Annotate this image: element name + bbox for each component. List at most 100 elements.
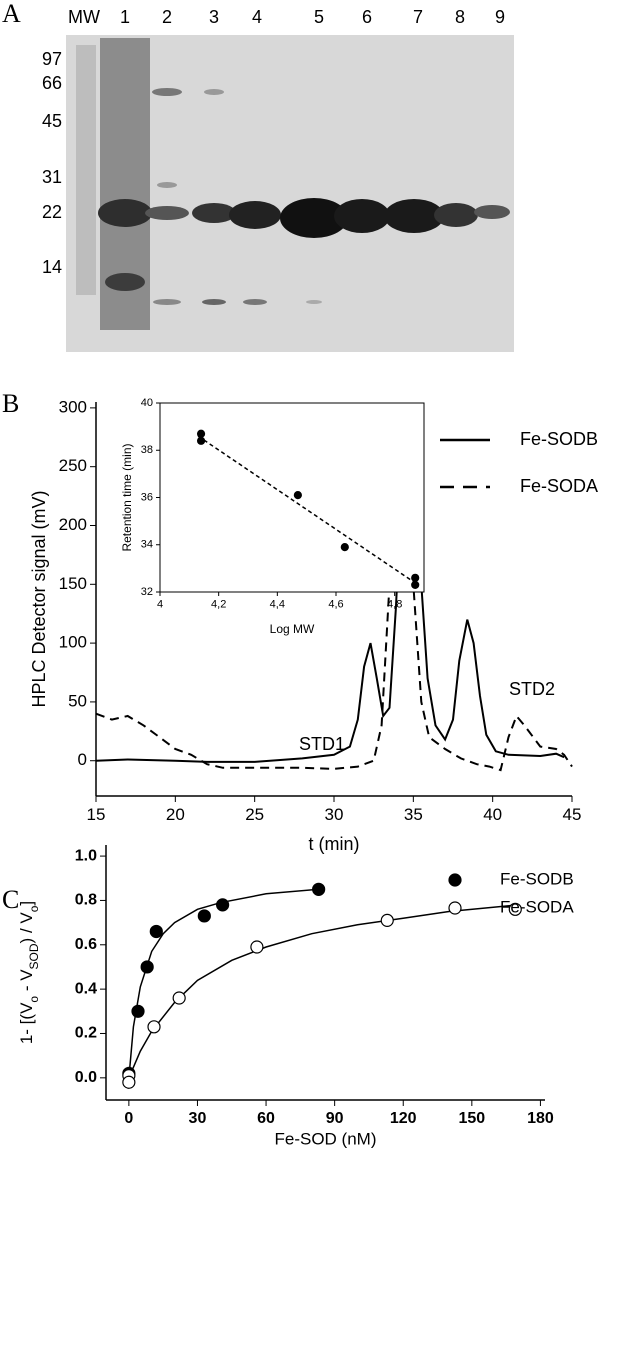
gel-band (202, 299, 226, 305)
x-tick-label: 120 (390, 1110, 417, 1127)
y-tick-label: 0.6 (75, 936, 97, 953)
y-tick-label: 0.8 (75, 892, 97, 909)
data-point (250, 940, 264, 954)
y-axis-label-part: - V (17, 969, 36, 996)
gel-band (105, 273, 145, 291)
gel-band (157, 182, 177, 188)
gel-band (145, 206, 189, 220)
y-tick-label: 0.2 (75, 1025, 97, 1042)
panel-label: B (2, 389, 19, 418)
gel-band (98, 199, 152, 227)
fit-line (128, 888, 319, 1078)
x-tick-label: 150 (458, 1110, 485, 1127)
y-tick-label: 40 (141, 397, 153, 409)
lane-label: 9 (495, 7, 505, 27)
x-tick-label: 20 (166, 805, 185, 824)
gel-band (384, 199, 444, 233)
data-point (140, 960, 154, 974)
gel-band (280, 198, 348, 238)
gel-band (306, 300, 322, 304)
y-axis-label-part: SOD (27, 943, 41, 969)
x-tick-label: 90 (326, 1110, 344, 1127)
y-axis-label: Retention time (min) (120, 443, 134, 551)
gel-band (334, 199, 390, 233)
fit-line (197, 435, 419, 586)
lane-label: 1 (120, 7, 130, 27)
y-tick-label: 1.0 (75, 847, 97, 864)
x-axis-label: Log MW (270, 622, 315, 636)
marker-label: 14 (42, 257, 62, 277)
legend-label: Fe-SODB (500, 869, 574, 888)
chart: 4 4,2 4,4 4,6 4,8 32 34 36 38 40 Log MW Retention t… (120, 397, 425, 636)
x-tick-label: 0 (124, 1110, 133, 1127)
gel-image (66, 35, 514, 352)
y-tick-label: 200 (59, 515, 87, 534)
x-tick-label: 30 (189, 1110, 207, 1127)
lane-label: 7 (413, 7, 423, 27)
legend-label: Fe-SODA (500, 897, 574, 916)
marker-label: 66 (42, 73, 62, 93)
chart: 15 20 25 30 35 40 45 0 50 100 150 200 250 300 t (min) H… (29, 397, 598, 853)
gel-band (152, 88, 182, 96)
x-tick-label: 4,6 (328, 599, 343, 611)
lane-label: 8 (455, 7, 465, 27)
panel-label: C (2, 885, 19, 914)
series-line (95, 419, 573, 772)
y-tick-label: 0.0 (75, 1069, 97, 1086)
fit-line (128, 904, 518, 1079)
lane-label: 6 (362, 7, 372, 27)
y-tick-label: 0 (78, 750, 87, 769)
data-point (197, 909, 211, 923)
panel-label: A (2, 0, 21, 28)
legend-label: Fe-SODA (520, 476, 598, 496)
lane-label: 2 (162, 7, 172, 27)
y-axis-label: HPLC Detector signal (mV) (29, 490, 49, 707)
x-tick-label: 25 (245, 805, 264, 824)
y-tick-label: 38 (141, 444, 153, 456)
gel-band (204, 89, 224, 95)
data-point (196, 429, 206, 438)
legend-label: Fe-SODB (520, 429, 598, 449)
y-tick-label: 50 (68, 691, 87, 710)
data-point (149, 924, 163, 939)
annotation: STD2 (509, 679, 555, 699)
data-point (172, 991, 186, 1005)
chart: 0 30 60 90 120 150 180 0.0 0.2 0.4 0.6 0.8 1.0 Fe-SOD… (17, 845, 574, 1148)
x-tick-label: 60 (257, 1110, 275, 1127)
gel-band (474, 205, 510, 219)
x-tick-label: 4,2 (211, 599, 226, 611)
y-tick-label: 36 (141, 491, 153, 503)
gel-band (243, 299, 267, 305)
data-point (216, 898, 230, 912)
legend-swatch (448, 901, 462, 915)
data-point (411, 580, 420, 590)
gel-band (153, 299, 181, 305)
y-tick-label: 34 (141, 539, 153, 551)
y-tick-label: 300 (59, 397, 87, 416)
y-tick-label: 150 (59, 574, 87, 593)
x-axis-label: Fe-SOD (nM) (275, 1129, 377, 1148)
gel-band (229, 201, 281, 229)
x-tick-label: 45 (563, 805, 582, 824)
data-point (131, 1004, 145, 1018)
legend-swatch (448, 873, 462, 887)
marker-label: 31 (42, 167, 62, 187)
x-tick-label: 30 (325, 805, 344, 824)
data-point (411, 573, 420, 582)
x-tick-label: 15 (87, 805, 106, 824)
y-axis-label-part: ] (17, 901, 36, 906)
data-point (122, 1075, 136, 1089)
data-point (147, 1020, 161, 1034)
data-point (508, 902, 522, 916)
x-tick-label: 4 (157, 599, 163, 611)
annotation: STD1 (299, 734, 345, 754)
y-tick-label: 32 (141, 586, 153, 598)
marker-label: 97 (42, 49, 62, 69)
lane-label: 4 (252, 7, 262, 27)
data-point (340, 543, 349, 552)
data-point (293, 491, 302, 500)
y-tick-label: 250 (59, 456, 87, 475)
gel-band (192, 203, 236, 223)
x-tick-label: 35 (404, 805, 423, 824)
